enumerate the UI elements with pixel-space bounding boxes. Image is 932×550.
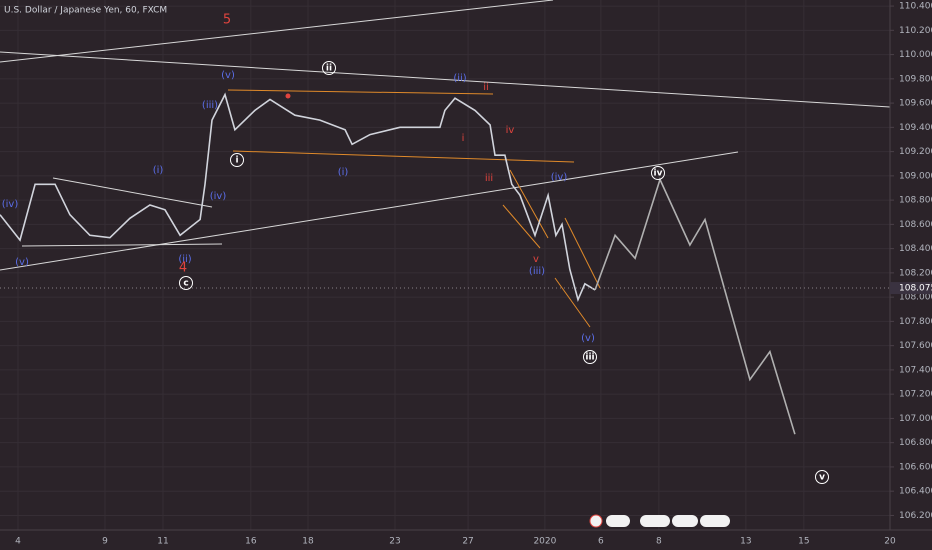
marker-dot <box>285 93 291 99</box>
wave-label: (v) <box>15 257 29 268</box>
x-tick-label: 11 <box>157 537 168 547</box>
wave-label: (ii) <box>453 73 466 84</box>
wave-label: (v) <box>581 333 595 344</box>
trendlines <box>0 0 891 328</box>
x-tick-label: 23 <box>389 537 400 547</box>
y-tick-label: 107.400 <box>899 365 932 375</box>
y-tick-label: 107.600 <box>899 341 932 351</box>
wave-label: iii <box>485 173 493 184</box>
y-tick-label: 108.600 <box>899 220 932 230</box>
icon <box>589 514 603 528</box>
wave-label: c <box>183 279 188 289</box>
projection-line <box>594 177 796 435</box>
y-tick-label: 107.000 <box>899 414 932 424</box>
channel-line <box>509 169 549 239</box>
wave-label: iv <box>654 169 663 179</box>
wave-label: i <box>235 156 238 166</box>
wave-label: v <box>533 254 539 265</box>
wave-label: 4 <box>179 261 187 276</box>
x-tick-label: 18 <box>302 537 314 547</box>
trendline <box>52 177 213 208</box>
channel-line <box>502 204 541 249</box>
wave-label: (iii) <box>529 266 545 277</box>
y-tick-label: 110.000 <box>899 50 932 60</box>
y-tick-label: 109.800 <box>899 74 932 84</box>
x-tick-label: 27 <box>462 537 473 547</box>
wave-label: (i) <box>338 167 349 178</box>
wave-circle <box>583 350 597 364</box>
y-tick-label: 108.400 <box>899 244 932 254</box>
trendline <box>21 243 223 247</box>
y-tick-label: 109.000 <box>899 171 932 181</box>
wave-label: iii <box>585 353 594 363</box>
wave-circle <box>322 61 336 75</box>
wave-circle <box>815 470 829 484</box>
x-tick-label: 2020 <box>533 537 556 547</box>
wave-circle <box>230 153 244 167</box>
wave-label: (i) <box>153 165 164 176</box>
last-price-box <box>890 282 932 295</box>
last-price-label: 108.075 <box>899 284 932 294</box>
wave-label: iv <box>506 125 515 136</box>
y-tick-label: 109.200 <box>899 147 932 157</box>
toolbar-icons <box>589 514 730 528</box>
channel-line <box>232 150 575 163</box>
channel-line <box>564 217 601 289</box>
icon <box>672 515 698 527</box>
x-tick-label: 8 <box>656 537 662 547</box>
y-tick-label: 108.200 <box>899 268 932 278</box>
x-tick-label: 20 <box>884 537 896 547</box>
trendline <box>0 0 554 63</box>
wave-label: (iv) <box>551 172 568 183</box>
chart-title: U.S. Dollar / Japanese Yen, 60, FXCM <box>4 6 167 16</box>
icon <box>700 515 730 527</box>
wave-label: (v) <box>221 70 235 81</box>
x-tick-label: 6 <box>598 537 604 547</box>
y-tick-label: 106.200 <box>899 511 932 521</box>
trendline <box>0 151 739 271</box>
plot <box>0 92 796 435</box>
y-tick-label: 108.000 <box>899 293 932 303</box>
wave-label: ii <box>326 64 332 74</box>
wave-label: ii <box>483 82 489 93</box>
wave-label: v <box>819 473 825 483</box>
trendline <box>0 51 891 108</box>
wave-label: (iii) <box>202 100 218 111</box>
x-tick-label: 13 <box>740 537 751 547</box>
y-tick-label: 106.600 <box>899 462 932 472</box>
y-tick-label: 107.800 <box>899 317 932 327</box>
wave-circle <box>179 276 193 290</box>
x-tick-label: 4 <box>15 537 21 547</box>
channel-line <box>554 277 591 328</box>
price-line <box>0 92 596 303</box>
wave-label: (iv) <box>2 199 19 210</box>
y-tick-label: 110.200 <box>899 26 932 36</box>
x-tick-label: 15 <box>798 537 809 547</box>
x-tick-label: 9 <box>102 537 108 547</box>
y-tick-label: 108.800 <box>899 196 932 206</box>
channel-line <box>227 89 494 95</box>
y-tick-label: 107.200 <box>899 390 932 400</box>
wave-label: 5 <box>223 13 231 28</box>
y-tick-label: 109.600 <box>899 99 932 109</box>
wave-label: (iv) <box>210 191 227 202</box>
wave-label: (ii) <box>178 254 191 265</box>
x-tick-label: 16 <box>245 537 257 547</box>
icon <box>606 515 630 527</box>
icon <box>640 515 670 527</box>
y-tick-label: 106.400 <box>899 487 932 497</box>
y-tick-label: 110.400 <box>899 2 932 12</box>
wave-circle <box>651 166 665 180</box>
wave-label: i <box>462 133 465 144</box>
y-tick-label: 106.800 <box>899 438 932 448</box>
y-tick-label: 109.400 <box>899 123 932 133</box>
